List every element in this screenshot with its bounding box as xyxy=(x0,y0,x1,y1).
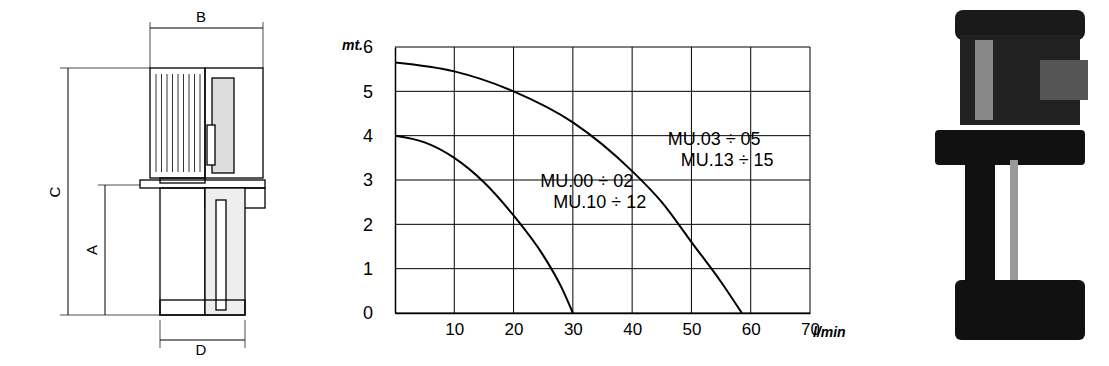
y-tick: 2 xyxy=(363,215,395,235)
curve-label: MU.00 ÷ 02 xyxy=(540,171,633,191)
canvas: BCAD102030405060700123456mt.l/minMU.00 ÷… xyxy=(0,0,1109,366)
drawing-line xyxy=(194,74,195,172)
drawing-line xyxy=(245,320,246,348)
drawing-shape xyxy=(150,68,205,178)
curve-label: MU.03 ÷ 05 xyxy=(668,129,761,149)
chart: 102030405060700123456mt.l/minMU.00 ÷ 02M… xyxy=(342,37,846,340)
dimension-label: A xyxy=(83,245,100,255)
x-tick: 40 xyxy=(623,313,642,339)
x-tick: 30 xyxy=(564,313,583,339)
pump-photo xyxy=(935,10,1088,340)
drawing-line xyxy=(98,185,140,186)
drawing-line xyxy=(161,74,162,172)
y-tick-label: 3 xyxy=(363,170,373,190)
photo-shape xyxy=(965,160,995,290)
pump-curve xyxy=(395,63,742,313)
drawing-line xyxy=(183,74,184,172)
drawing-shape xyxy=(207,125,215,165)
x-tick: 20 xyxy=(505,313,524,339)
drawing-shape xyxy=(160,188,205,315)
x-tick: 10 xyxy=(445,313,464,339)
x-tick-label: 60 xyxy=(742,320,761,339)
x-axis-title: l/min xyxy=(813,324,846,340)
grid-line-y xyxy=(395,91,810,92)
grid xyxy=(395,47,810,313)
drawing-line xyxy=(178,74,179,172)
drawing-line xyxy=(172,74,173,172)
drawing-line xyxy=(105,185,106,315)
y-tick-label: 0 xyxy=(363,303,373,323)
grid-line-y xyxy=(395,268,810,269)
y-axis-line xyxy=(395,48,397,314)
curve-label: MU.13 ÷ 15 xyxy=(681,150,774,170)
dimension-label: C xyxy=(46,186,63,197)
drawing-shape xyxy=(205,188,245,315)
drawing-line xyxy=(160,320,161,348)
drawing-line xyxy=(150,28,263,29)
drawing-line xyxy=(68,68,69,315)
drawing-line xyxy=(150,22,151,68)
photo-shape xyxy=(1040,60,1088,100)
dimension-label: B xyxy=(196,8,206,25)
y-tick: 0 xyxy=(363,303,395,323)
y-tick: 6 xyxy=(363,37,395,57)
drawing-line xyxy=(189,74,190,172)
drawing-line xyxy=(200,74,201,172)
y-tick: 3 xyxy=(363,170,395,190)
grid-line-y xyxy=(395,224,810,225)
curve-label: MU.10 ÷ 12 xyxy=(553,192,646,212)
x-tick-label: 10 xyxy=(445,320,464,339)
x-tick: 50 xyxy=(682,313,701,339)
y-axis-title: mt. xyxy=(342,37,363,53)
grid-line-y xyxy=(395,47,810,48)
y-tick-label: 6 xyxy=(363,37,373,57)
pump-drawing: B C A D xyxy=(46,8,265,358)
dimension-label: D xyxy=(196,341,207,358)
x-tick-label: 30 xyxy=(564,320,583,339)
x-tick-label: 40 xyxy=(623,320,642,339)
drawing-line xyxy=(263,22,264,68)
photo-shape xyxy=(975,40,993,120)
photo-shape xyxy=(1010,160,1018,290)
y-tick-label: 2 xyxy=(363,215,373,235)
x-tick: 60 xyxy=(742,313,761,339)
x-axis: 10203040506070 xyxy=(396,313,820,339)
grid-line-y xyxy=(395,313,810,314)
x-tick-label: 20 xyxy=(505,320,524,339)
drawing-shape xyxy=(216,200,226,310)
y-tick-label: 5 xyxy=(363,82,373,102)
x-axis-line xyxy=(396,313,811,315)
y-tick-label: 1 xyxy=(363,259,373,279)
drawing-line xyxy=(60,68,150,69)
drawing-line xyxy=(167,74,168,172)
y-tick-label: 4 xyxy=(363,126,373,146)
drawing-line xyxy=(60,315,160,316)
x-tick-label: 50 xyxy=(682,320,701,339)
drawing-line xyxy=(156,74,157,172)
photo-shape xyxy=(935,130,1085,165)
drawing-shape xyxy=(140,180,265,188)
photo-shape xyxy=(955,280,1085,340)
y-axis: 0 1 2 3 4 5 6 xyxy=(363,37,396,323)
drawing-shape xyxy=(205,68,263,178)
y-tick: 1 xyxy=(363,259,395,279)
y-tick: 5 xyxy=(363,82,395,102)
drawing-shape xyxy=(160,300,245,315)
lines xyxy=(395,63,742,313)
pump-curve xyxy=(395,136,573,313)
y-tick: 4 xyxy=(363,126,395,146)
